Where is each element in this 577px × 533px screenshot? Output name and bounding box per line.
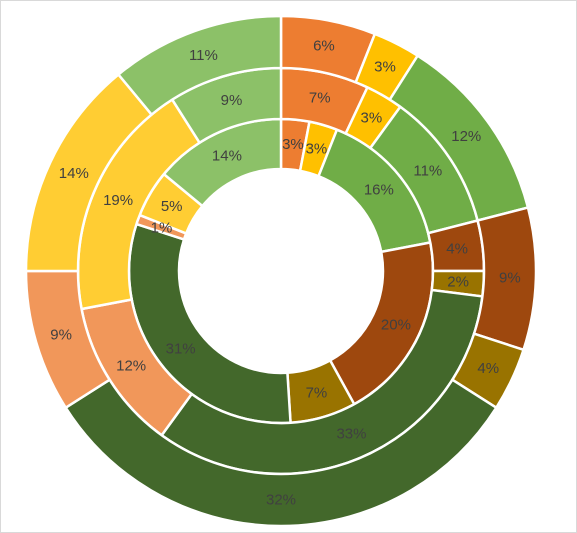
ring-1-label-9: 14% [212, 148, 242, 165]
ring-1-label-7: 1% [151, 219, 173, 236]
slices-layer [24, 14, 538, 528]
labels-layer: 3% 3%16%20%7%31%1%5%14%7%3%11%4%2%33%12%1… [50, 38, 520, 509]
ring-3-label-3: 12% [451, 128, 481, 145]
ring-1-label-2: 3% [306, 141, 328, 158]
ring-3-label-8: 14% [59, 165, 89, 182]
ring-1-label-5: 7% [306, 384, 328, 401]
ring-3-slice-9 [116, 14, 283, 117]
ring-2-label-7: 12% [116, 358, 146, 375]
ring-2-label-1: 7% [309, 89, 331, 106]
ring-3-label-5: 4% [477, 360, 499, 377]
ring-1-label-4: 20% [381, 317, 411, 334]
ring-1-label-6: 31% [166, 340, 196, 357]
ring-2-label-2: 3% [361, 110, 383, 127]
ring-3-label-6: 32% [266, 492, 296, 509]
ring-1-label-1: 3% [282, 136, 304, 153]
ring-2-label-4: 4% [446, 240, 468, 257]
ring-2-label-9: 9% [221, 92, 243, 109]
ring-3-label-7: 9% [50, 326, 72, 343]
ring-1-label-8: 5% [161, 198, 183, 215]
ring-3-label-2: 3% [374, 58, 396, 75]
ring-3-label-4: 9% [499, 270, 521, 287]
ring-2-label-6: 33% [336, 425, 366, 442]
ring-2-label-5: 2% [447, 274, 469, 291]
ring-2-label-3: 11% [413, 163, 442, 180]
ring-3-label-1: 6% [313, 38, 335, 55]
ring-2-label-8: 19% [103, 192, 133, 209]
ring-1-label-3: 16% [364, 182, 394, 199]
ring-3-label-9: 11% [189, 47, 218, 64]
